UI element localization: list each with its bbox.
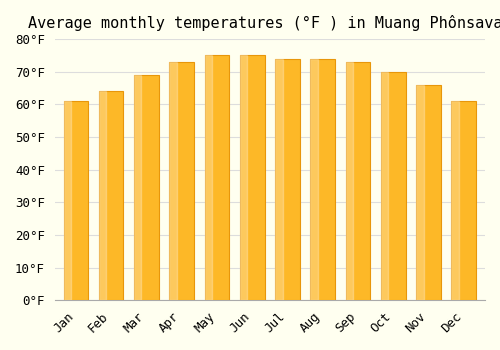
Bar	[346, 62, 370, 300]
Bar	[64, 101, 71, 300]
Bar	[170, 62, 177, 300]
Bar	[240, 55, 264, 300]
Bar	[275, 59, 282, 300]
Bar	[381, 72, 388, 300]
Title: Average monthly temperatures (°F ) in Muang Phônsavan: Average monthly temperatures (°F ) in Mu…	[28, 15, 500, 31]
Bar	[170, 62, 194, 300]
Bar	[346, 62, 353, 300]
Bar	[416, 85, 424, 300]
Bar	[310, 59, 335, 300]
Bar	[452, 101, 459, 300]
Bar	[99, 91, 106, 300]
Bar	[99, 91, 124, 300]
Bar	[134, 75, 141, 300]
Bar	[275, 59, 300, 300]
Bar	[64, 101, 88, 300]
Bar	[381, 72, 406, 300]
Bar	[416, 85, 441, 300]
Bar	[204, 55, 230, 300]
Bar	[204, 55, 212, 300]
Bar	[452, 101, 476, 300]
Bar	[310, 59, 318, 300]
Bar	[134, 75, 159, 300]
Bar	[240, 55, 248, 300]
